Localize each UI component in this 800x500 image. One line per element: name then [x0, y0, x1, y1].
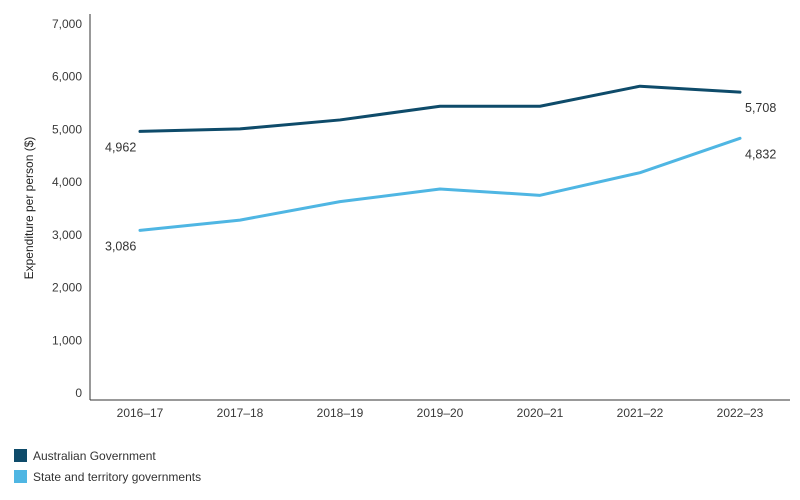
- data-point[interactable]: [537, 192, 543, 198]
- x-tick-label: 2020–21: [517, 406, 564, 420]
- y-tick-label: 4,000: [52, 175, 82, 189]
- line-chart: 0 1,000 2,000 3,000 4,000 5,000 6,000 7,000 2016…: [22, 14, 790, 420]
- x-tick-label: 2019–20: [417, 406, 464, 420]
- data-point[interactable]: [437, 186, 443, 192]
- legend-swatch-state-territory: [14, 470, 27, 483]
- data-point[interactable]: [337, 117, 343, 123]
- data-label: 4,832: [745, 147, 776, 161]
- series-line-state-territory[interactable]: [138, 136, 742, 232]
- legend-label-australian-government: Australian Government: [33, 448, 156, 463]
- data-point[interactable]: [537, 103, 543, 109]
- y-tick-label: 2,000: [52, 281, 82, 295]
- y-tick-label: 5,000: [52, 122, 82, 136]
- y-tick-label: 1,000: [52, 333, 82, 347]
- chart-legend: Australian Government State and territor…: [14, 445, 201, 487]
- legend-swatch-australian-government: [14, 449, 27, 462]
- data-point[interactable]: [237, 126, 243, 132]
- data-label: 5,708: [745, 101, 776, 115]
- y-axis-title: Expenditure per person ($): [22, 137, 36, 280]
- data-point[interactable]: [737, 135, 743, 141]
- y-tick-label: 0: [75, 386, 82, 400]
- data-point[interactable]: [137, 227, 143, 233]
- x-tick-label: 2016–17: [117, 406, 164, 420]
- x-tick-label: 2021–22: [617, 406, 664, 420]
- data-label: 4,962: [105, 140, 136, 154]
- x-tick-label: 2022–23: [717, 406, 764, 420]
- data-label: 3,086: [105, 239, 136, 253]
- data-point[interactable]: [437, 103, 443, 109]
- data-point[interactable]: [637, 170, 643, 176]
- y-tick-label: 6,000: [52, 70, 82, 84]
- data-point[interactable]: [237, 217, 243, 223]
- data-point[interactable]: [137, 128, 143, 134]
- y-tick-label: 3,000: [52, 228, 82, 242]
- x-tick-label: 2017–18: [217, 406, 264, 420]
- data-point[interactable]: [637, 83, 643, 89]
- legend-label-state-territory: State and territory governments: [33, 469, 202, 484]
- data-point[interactable]: [737, 89, 743, 95]
- x-tick-label: 2018–19: [317, 406, 364, 420]
- y-tick-label: 7,000: [52, 17, 82, 31]
- legend-item-australian-government[interactable]: Australian Government: [14, 445, 201, 466]
- legend-item-state-territory[interactable]: State and territory governments: [14, 466, 201, 487]
- series-line-australian-government[interactable]: [138, 84, 742, 133]
- data-point[interactable]: [337, 199, 343, 205]
